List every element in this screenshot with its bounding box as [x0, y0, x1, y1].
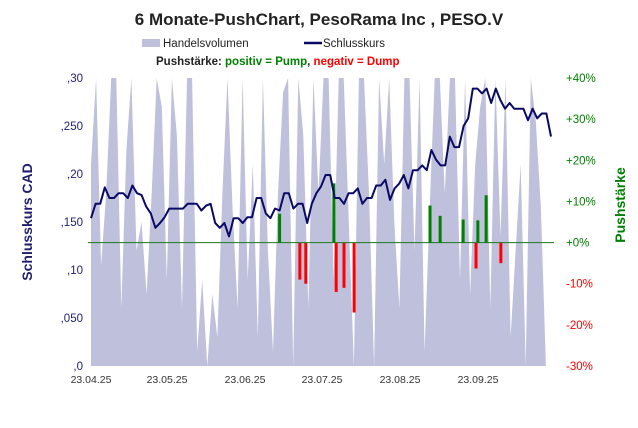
x-tick-label: 23.04.25: [71, 374, 112, 386]
pump-bar: [278, 213, 282, 243]
legend-volume-label: Handelsvolumen: [163, 38, 249, 50]
right-tick-label: +20%: [566, 155, 596, 167]
left-tick-label: ,0: [73, 361, 83, 373]
dump-bar: [499, 242, 503, 264]
pump-bar: [428, 205, 432, 243]
subtitle-positive: positiv = Pump: [225, 56, 307, 68]
push-bars-layer: [278, 183, 503, 313]
x-tick-label: 23.08.25: [380, 374, 421, 386]
dump-bar: [352, 242, 356, 313]
push-subtitle: Pushstärke: positiv = Pump, negativ = Du…: [156, 56, 400, 68]
right-tick-label: -30%: [566, 361, 593, 373]
left-tick-label: ,150: [61, 217, 83, 229]
x-tick-label: 23.06.25: [225, 374, 266, 386]
volume-area-layer: [91, 78, 551, 366]
right-tick-label: -10%: [566, 279, 593, 291]
dump-bar: [304, 242, 308, 284]
subtitle-negative: negativ = Dump: [314, 56, 400, 68]
dump-bar: [342, 242, 346, 288]
legend-price-label: Schlusskurs: [323, 38, 385, 50]
chart-title: 6 Monate-PushChart, PesoRama Inc , PESO.…: [135, 10, 504, 29]
dump-bar: [474, 242, 478, 269]
subtitle-prefix: Pushstärke:: [156, 56, 225, 68]
pump-bar: [476, 220, 480, 243]
right-tick-label: +0%: [566, 238, 589, 250]
left-tick-label: ,250: [61, 121, 83, 133]
right-axis-label: Pushstärke: [612, 167, 628, 243]
x-tick-label: 23.07.25: [302, 374, 343, 386]
dump-bar: [298, 242, 302, 280]
left-axis-label: Schlusskurs CAD: [19, 163, 35, 280]
right-tick-label: +40%: [566, 73, 596, 85]
dump-bar: [334, 242, 338, 292]
price-line: [90, 87, 552, 238]
left-tick-label: ,050: [61, 313, 83, 325]
pump-bar: [332, 183, 336, 243]
axes-layer: ,0 ,050 ,10 ,150 ,20 ,250 ,30 -30% -20% -10% +0% +1…: [61, 73, 596, 386]
volume-area: [91, 78, 551, 366]
pump-bar: [461, 219, 465, 243]
subtitle-sep: ,: [307, 56, 313, 68]
left-tick-label: ,20: [67, 169, 83, 181]
right-tick-label: +30%: [566, 114, 596, 126]
pump-bar: [484, 195, 488, 243]
left-tick-label: ,10: [67, 265, 83, 277]
x-tick-label: 23.09.25: [458, 374, 499, 386]
legend-volume-swatch: [142, 39, 160, 47]
pump-bar: [438, 215, 442, 243]
right-tick-label: +10%: [566, 196, 596, 208]
right-tick-label: -20%: [566, 320, 593, 332]
x-tick-label: 23.05.25: [147, 374, 188, 386]
left-tick-label: ,30: [67, 73, 83, 85]
price-line-layer: [90, 87, 552, 238]
